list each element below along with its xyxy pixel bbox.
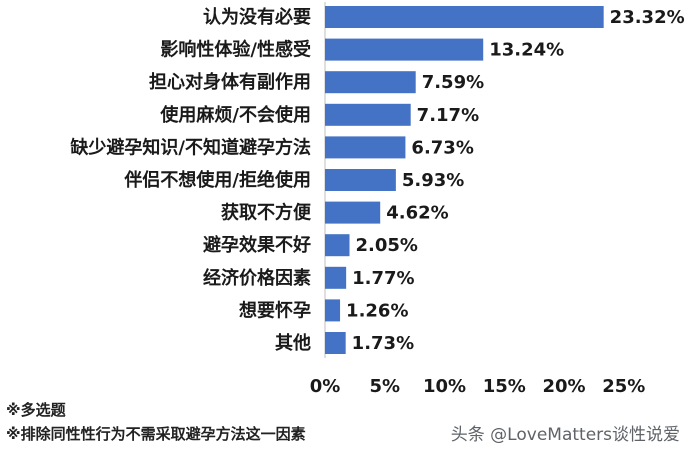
data-label: 1.26% [346, 300, 408, 321]
data-label: 7.59% [422, 72, 484, 93]
data-label: 4.62% [386, 203, 448, 224]
category-label: 使用麻烦/不会使用 [159, 104, 311, 126]
bar [325, 71, 416, 94]
bar [325, 103, 411, 126]
x-tick-label: 0% [310, 376, 341, 397]
category-label: 伴侣不想使用/拒绝使用 [123, 169, 311, 191]
category-label: 避孕效果不好 [203, 234, 311, 256]
data-label: 5.93% [402, 170, 464, 191]
bar [325, 136, 406, 159]
watermark: 头条 @LoveMatters谈性说爱 [450, 425, 680, 445]
bar [325, 38, 484, 61]
bar [325, 234, 350, 257]
bar [325, 299, 341, 322]
data-label: 1.77% [352, 268, 414, 289]
data-label: 23.32% [610, 7, 685, 28]
category-label: 认为没有必要 [203, 6, 311, 28]
category-label: 经济价格因素 [203, 267, 311, 289]
category-label: 其他 [275, 332, 311, 354]
category-label: 影响性体验/性感受 [160, 39, 311, 61]
category-label: 缺少避孕知识/不知道避孕方法 [69, 136, 311, 158]
data-label: 13.24% [489, 40, 564, 61]
bar [325, 169, 396, 191]
bar [325, 201, 381, 224]
x-tick-label: 5% [369, 376, 400, 397]
bar [325, 332, 346, 354]
x-tick-label: 20% [542, 376, 585, 397]
x-tick-label: 25% [602, 376, 645, 397]
note-multiple-choice: ※多选题 [6, 401, 66, 419]
x-tick-label: 10% [423, 376, 466, 397]
category-label: 想要怀孕 [239, 299, 311, 321]
category-label: 获取不方便 [221, 202, 312, 224]
bar [325, 266, 347, 289]
data-label: 1.73% [352, 333, 414, 354]
data-label: 2.05% [355, 235, 417, 256]
note-exclusion: ※排除同性性行为不需采取避孕方法这一因素 [6, 425, 306, 443]
category-label: 担心对身体有副作用 [149, 71, 311, 93]
data-label: 6.73% [411, 137, 473, 158]
x-tick-label: 15% [483, 376, 526, 397]
bar [325, 6, 604, 28]
data-label: 7.17% [417, 105, 479, 126]
